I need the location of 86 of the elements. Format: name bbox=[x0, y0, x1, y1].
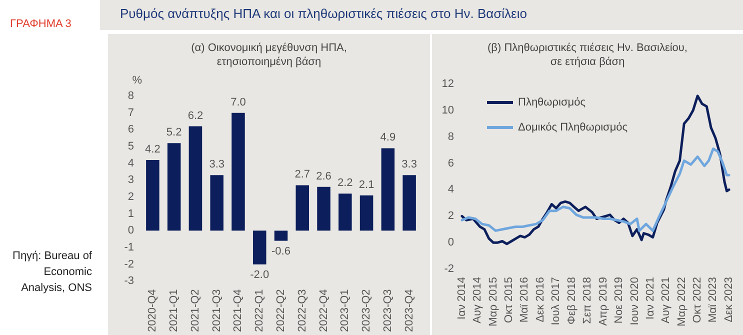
y-tick-label: -2 bbox=[124, 258, 134, 270]
data-label: 2.1 bbox=[358, 178, 374, 191]
y-tick-label: 10 bbox=[442, 104, 454, 116]
x-tick-label: Απρ 2019 bbox=[597, 277, 610, 326]
x-tick-label: 2023-Q3 bbox=[382, 289, 394, 332]
bar bbox=[188, 126, 202, 231]
y-tick-label: 4 bbox=[448, 184, 454, 196]
bar bbox=[317, 186, 330, 231]
y-tick-label: 2 bbox=[128, 191, 134, 204]
x-tick-label: Μαρ 2015 bbox=[487, 277, 500, 326]
data-label: 3.3 bbox=[402, 158, 417, 171]
bar bbox=[167, 143, 181, 231]
x-tick-label: Φεβ 2018 bbox=[566, 277, 578, 325]
bar bbox=[381, 148, 395, 231]
y-tick-label: -3 bbox=[124, 275, 134, 288]
data-label: 4.9 bbox=[380, 132, 396, 144]
y-tick-label: 3 bbox=[128, 174, 134, 186]
y-tick-label: 0 bbox=[128, 224, 134, 237]
y-tick-label: 4 bbox=[128, 157, 134, 170]
y-tick-label: -1 bbox=[124, 242, 134, 254]
x-tick-label: 2021-Q3 bbox=[210, 289, 223, 332]
y-tick-label: 8 bbox=[128, 90, 134, 102]
x-tick-label: Δεκ 2023 bbox=[723, 277, 735, 322]
data-label: 7.0 bbox=[230, 96, 246, 108]
x-tick-label: Μαρ 2022 bbox=[676, 277, 688, 326]
chart-title: (β) Πληθωριστικές πιέσεις Ην. Βασιλείου, σε ετήσια βάση bbox=[488, 42, 688, 68]
data-label: 2.6 bbox=[316, 170, 332, 182]
bar bbox=[274, 230, 288, 241]
text: Ρυθμός ανάπτυξης ΗΠΑ και οι πληθωριστικές πιέσεις στο Ην. Βασίλειο bbox=[120, 6, 527, 21]
y-tick-label: 7 bbox=[128, 106, 134, 119]
line-series bbox=[460, 148, 730, 232]
bar bbox=[210, 175, 224, 231]
x-tick-label: Αυγ 2021 bbox=[660, 277, 672, 324]
x-tick-label: Οκτ 2015 bbox=[503, 277, 516, 323]
x-tick-label: Οκτ 2022 bbox=[692, 277, 704, 323]
x-tick-label: 2022-Q1 bbox=[254, 289, 266, 332]
data-label: 5.2 bbox=[166, 126, 182, 139]
x-tick-label: Ιαν 2021 bbox=[644, 277, 657, 320]
x-tick-label: Σεπ 2018 bbox=[582, 277, 594, 324]
y-tick-label: 6 bbox=[448, 157, 454, 170]
x-tick-label: 2023-Q4 bbox=[403, 289, 416, 332]
x-tick-label: 2023-Q1 bbox=[339, 289, 352, 332]
x-tick-label: Δεκ 2016 bbox=[534, 277, 547, 322]
legend-label: Δομικός Πληθωρισμός bbox=[518, 122, 628, 134]
x-tick-label: 2022-Q2 bbox=[275, 289, 287, 332]
bar bbox=[232, 112, 245, 231]
y-tick-label: 8 bbox=[448, 130, 454, 143]
y-tick-label: 1 bbox=[128, 208, 134, 220]
y-tick-label: 5 bbox=[128, 140, 134, 153]
x-tick-label: 2022-Q3 bbox=[296, 289, 308, 332]
x-tick-label: Ιουλ 2017 bbox=[550, 277, 562, 326]
bar bbox=[360, 195, 374, 231]
x-tick-label: Αυγ 2014 bbox=[472, 277, 484, 324]
x-tick-label: 2022-Q4 bbox=[318, 289, 330, 332]
data-label: -2.0 bbox=[250, 268, 270, 281]
x-tick-label: Μαϊ 2023 bbox=[707, 277, 720, 322]
data-label: 4.2 bbox=[145, 143, 160, 156]
x-tick-label: 2021-Q2 bbox=[189, 289, 202, 332]
chart-title: (α) Οικονομική μεγέθυνση ΗΠΑ, ετησιοποιημένη βάση bbox=[191, 42, 347, 68]
text: Πηγή: Bureau of Economic Analysis, ONS bbox=[12, 249, 92, 296]
y-tick-label: 0 bbox=[448, 236, 454, 249]
data-label: 6.2 bbox=[188, 110, 204, 122]
x-tick-label: Νοε 2019 bbox=[613, 277, 626, 324]
data-label: 2.2 bbox=[338, 177, 353, 190]
x-tick-label: Μαϊ 2016 bbox=[518, 277, 531, 322]
text: ΓΡΑΦΗΜΑ 3 bbox=[10, 18, 72, 30]
y-tick-label: 12 bbox=[442, 78, 454, 90]
bar bbox=[338, 194, 352, 231]
y-tick-label: -2 bbox=[444, 263, 454, 275]
x-tick-label: Ιουν 2020 bbox=[628, 277, 641, 326]
y-tick-label: 2 bbox=[448, 210, 454, 222]
x-tick-label: 2021-Q4 bbox=[232, 289, 244, 332]
data-label: 3.3 bbox=[209, 158, 224, 171]
data-label: 2.7 bbox=[294, 168, 310, 181]
data-label: -0.6 bbox=[272, 245, 290, 258]
bar bbox=[146, 160, 160, 231]
y-tick-label: 6 bbox=[128, 124, 134, 136]
bar bbox=[252, 230, 266, 264]
legend-label: Πληθωρισμός bbox=[518, 96, 586, 108]
x-tick-label: 2021-Q1 bbox=[168, 289, 180, 332]
y-axis-title: % bbox=[132, 74, 142, 86]
bar bbox=[402, 175, 416, 231]
x-tick-label: 2020-Q4 bbox=[146, 289, 159, 332]
bar bbox=[296, 185, 310, 231]
x-tick-label: Ιαν 2014 bbox=[456, 277, 468, 320]
x-tick-label: 2023-Q2 bbox=[360, 289, 373, 332]
